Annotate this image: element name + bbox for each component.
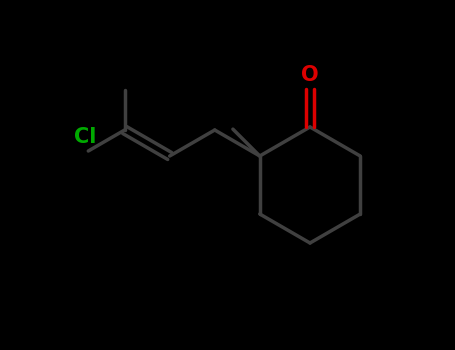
Text: Cl: Cl bbox=[74, 127, 96, 147]
Text: O: O bbox=[301, 65, 319, 85]
